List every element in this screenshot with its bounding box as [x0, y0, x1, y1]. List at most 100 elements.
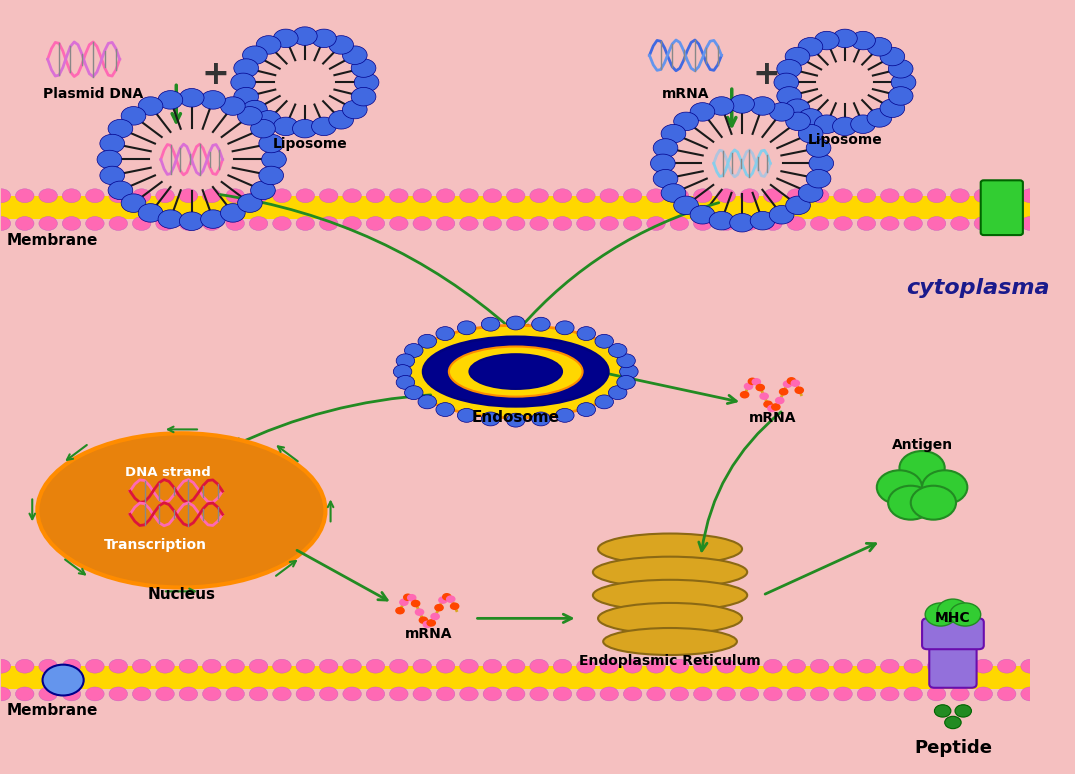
- Circle shape: [763, 659, 783, 673]
- Circle shape: [744, 383, 752, 389]
- Circle shape: [139, 97, 163, 115]
- Circle shape: [998, 687, 1016, 701]
- Circle shape: [777, 60, 802, 78]
- Text: Liposome: Liposome: [273, 137, 347, 151]
- Circle shape: [139, 204, 163, 222]
- Circle shape: [741, 217, 759, 231]
- Circle shape: [950, 189, 970, 203]
- Circle shape: [888, 87, 913, 105]
- Text: Plasmid DNA: Plasmid DNA: [43, 87, 143, 101]
- Circle shape: [556, 409, 574, 423]
- Circle shape: [296, 659, 315, 673]
- Circle shape: [763, 217, 783, 231]
- Circle shape: [439, 597, 447, 603]
- Circle shape: [576, 659, 596, 673]
- Circle shape: [201, 210, 226, 228]
- Text: mRNA: mRNA: [404, 627, 453, 641]
- Circle shape: [180, 687, 198, 701]
- Circle shape: [717, 217, 735, 231]
- Circle shape: [109, 217, 128, 231]
- Circle shape: [806, 170, 831, 188]
- Circle shape: [945, 716, 961, 728]
- Circle shape: [220, 97, 245, 115]
- Circle shape: [343, 659, 361, 673]
- Circle shape: [741, 392, 748, 398]
- Circle shape: [741, 189, 759, 203]
- Circle shape: [15, 189, 34, 203]
- Circle shape: [554, 189, 572, 203]
- Circle shape: [158, 210, 183, 228]
- Circle shape: [226, 189, 244, 203]
- Circle shape: [693, 189, 712, 203]
- Circle shape: [256, 36, 281, 54]
- Circle shape: [554, 659, 572, 673]
- Circle shape: [798, 108, 822, 127]
- Circle shape: [132, 659, 150, 673]
- Circle shape: [483, 217, 502, 231]
- Circle shape: [233, 87, 258, 106]
- Circle shape: [249, 217, 268, 231]
- Circle shape: [556, 321, 574, 334]
- Circle shape: [741, 687, 759, 701]
- Circle shape: [0, 659, 11, 673]
- Circle shape: [811, 217, 829, 231]
- Circle shape: [787, 378, 796, 384]
- Circle shape: [857, 217, 876, 231]
- Ellipse shape: [593, 557, 747, 587]
- Circle shape: [292, 119, 317, 138]
- Circle shape: [1021, 659, 1040, 673]
- Circle shape: [811, 687, 829, 701]
- Circle shape: [273, 117, 298, 135]
- Circle shape: [435, 604, 443, 611]
- Circle shape: [86, 217, 104, 231]
- Circle shape: [617, 375, 635, 389]
- Circle shape: [955, 705, 972, 717]
- Circle shape: [407, 594, 416, 601]
- Circle shape: [0, 189, 11, 203]
- Circle shape: [600, 217, 618, 231]
- Circle shape: [815, 115, 840, 133]
- Circle shape: [312, 117, 336, 135]
- Text: Peptide: Peptide: [914, 739, 992, 757]
- Circle shape: [779, 389, 788, 395]
- Circle shape: [343, 217, 361, 231]
- Circle shape: [787, 217, 805, 231]
- Circle shape: [674, 112, 699, 131]
- Circle shape: [397, 354, 415, 368]
- Text: mRNA: mRNA: [749, 411, 797, 425]
- Circle shape: [343, 46, 368, 64]
- Text: Antigen: Antigen: [891, 438, 952, 452]
- Circle shape: [483, 189, 502, 203]
- Circle shape: [950, 603, 980, 626]
- Circle shape: [624, 659, 642, 673]
- Circle shape: [457, 409, 476, 423]
- Text: Membrane: Membrane: [6, 233, 98, 248]
- Circle shape: [772, 404, 780, 410]
- Ellipse shape: [402, 325, 629, 418]
- Circle shape: [888, 486, 933, 519]
- Circle shape: [750, 211, 775, 230]
- Circle shape: [808, 154, 833, 173]
- Circle shape: [238, 194, 262, 212]
- Circle shape: [624, 687, 642, 701]
- Circle shape: [39, 217, 57, 231]
- Circle shape: [367, 189, 385, 203]
- Circle shape: [86, 659, 104, 673]
- Circle shape: [352, 87, 376, 106]
- Circle shape: [594, 334, 614, 348]
- Circle shape: [413, 217, 431, 231]
- Circle shape: [600, 687, 618, 701]
- Circle shape: [415, 609, 424, 615]
- Text: +: +: [202, 58, 230, 91]
- Circle shape: [904, 217, 922, 231]
- Circle shape: [15, 687, 34, 701]
- Circle shape: [608, 344, 627, 358]
- Circle shape: [690, 206, 715, 224]
- Circle shape: [397, 375, 415, 389]
- Circle shape: [748, 378, 757, 385]
- Ellipse shape: [449, 347, 583, 396]
- Circle shape: [436, 189, 455, 203]
- Circle shape: [815, 31, 840, 50]
- Ellipse shape: [598, 533, 742, 564]
- Circle shape: [418, 395, 436, 409]
